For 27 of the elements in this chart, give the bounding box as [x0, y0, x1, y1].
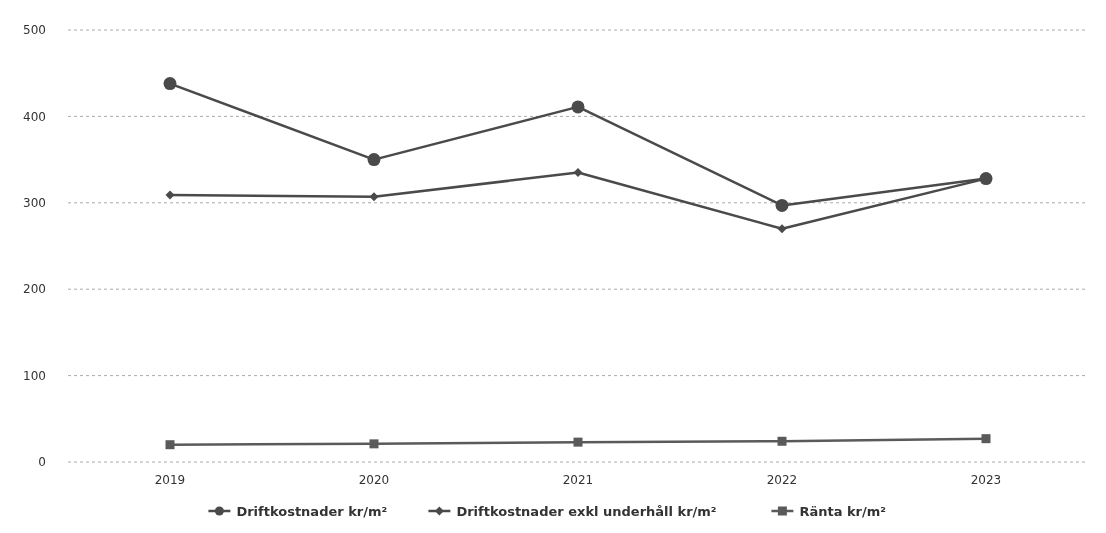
point [165, 190, 175, 200]
point [981, 434, 991, 444]
y-tick-label: 400 [23, 109, 46, 124]
y-tick-label: 0 [38, 455, 46, 470]
y-tick-label: 500 [23, 23, 46, 38]
x-tick-label: 2023 [970, 473, 1002, 487]
point [777, 224, 787, 234]
x-tick-label: 2021 [562, 473, 594, 487]
x-tick-label: 2019 [154, 473, 186, 487]
point [165, 440, 175, 450]
y-tick-label: 200 [23, 282, 46, 297]
y-tick-label: 300 [23, 196, 46, 210]
x-tick-label: 2022 [766, 473, 798, 487]
point [163, 77, 177, 91]
point [369, 439, 379, 449]
point [775, 198, 789, 212]
point [367, 153, 381, 167]
point [573, 168, 583, 178]
legend-label: Driftkostnader exkl underhåll kr/m² [456, 503, 717, 519]
legend-label: Ränta kr/m² [799, 503, 887, 519]
legend-label: Driftkostnader kr/m² [236, 503, 388, 519]
point [777, 436, 787, 446]
y-tick-label: 100 [23, 368, 46, 383]
x-tick-label: 2020 [358, 473, 390, 487]
point [573, 437, 583, 447]
point [571, 100, 585, 114]
point [369, 192, 379, 202]
